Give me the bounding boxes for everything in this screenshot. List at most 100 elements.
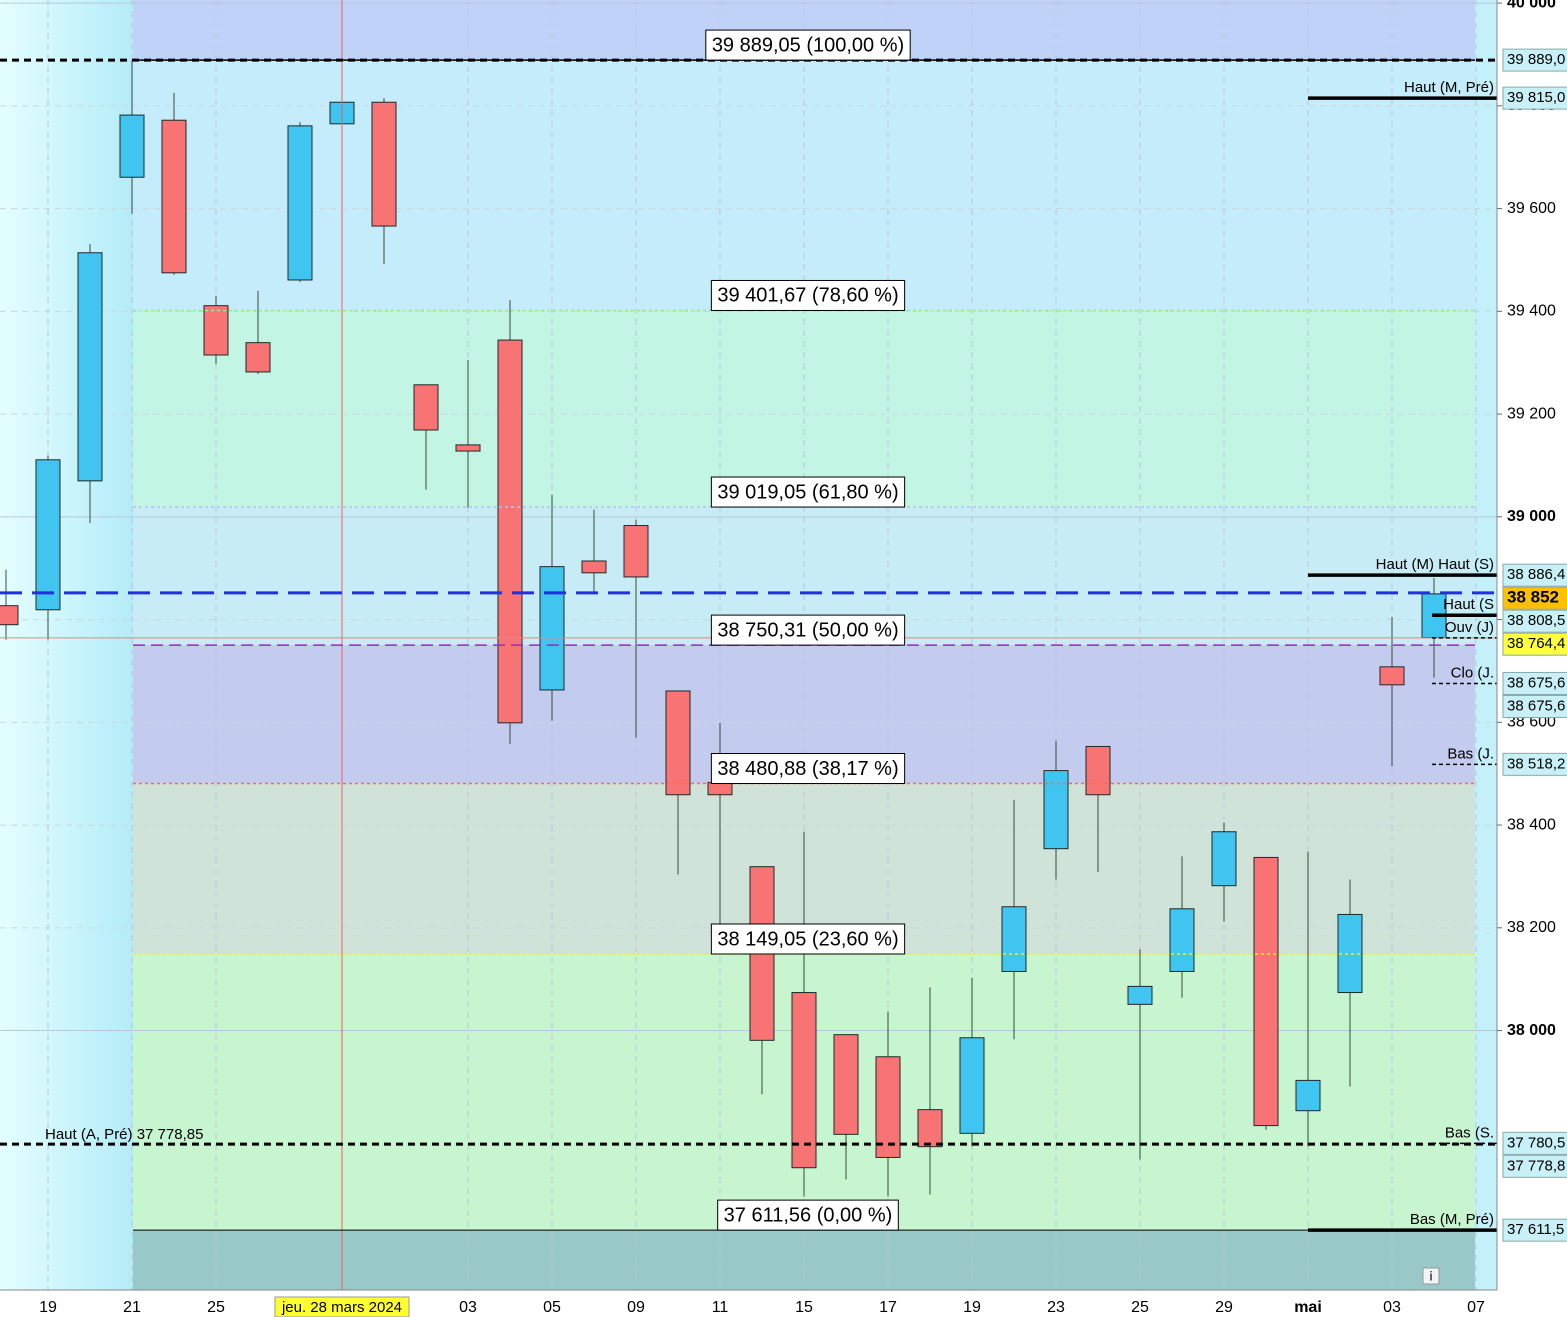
candle-body [959,1037,985,1134]
candle-body [1043,770,1069,850]
fib-label: 39 889,05 (100,00 %) [705,29,911,61]
fib-label-box [710,923,906,955]
fib-label-text: 38 480,88 (38,17 %) [717,758,898,780]
fib-label: 39 401,67 (78,60 %) [710,279,906,311]
fib-label: 38 480,88 (38,17 %) [710,753,906,785]
y-tick-label: 39 200 [1507,405,1556,422]
x-tick-label: mai [1294,1299,1322,1316]
y-tick-label: 39 400 [1507,303,1556,320]
candle-body [581,560,607,574]
candle-body [1001,906,1027,972]
x-tick-label: 05 [543,1299,561,1316]
price-tag-text: 37 780,5 [1507,1134,1565,1151]
y-tick-label: 38 000 [1507,1022,1556,1039]
candle-body [413,384,439,431]
x-tick-label: 09 [627,1299,645,1316]
x-tick-label: 23 [1047,1299,1065,1316]
ref-label: Haut (M) Haut (S) [1376,556,1494,573]
info-icon[interactable]: i [1422,1267,1440,1285]
x-tick-label: 15 [795,1299,813,1316]
price-tag-box [1502,563,1567,587]
price-tag-text: 38 518,2 [1507,755,1565,772]
candle-body [707,781,733,796]
candle-body [1169,908,1195,972]
fib-label-box [717,1199,899,1231]
price-tag-text: 38 675,6 [1507,674,1565,691]
ref-label: Bas (M, Pré) [1410,1211,1494,1228]
ref-label: Haut (M, Pré) [1404,79,1494,96]
right-zone [1475,0,1497,1290]
fib-label-text: 39 889,05 (100,00 %) [712,34,904,56]
candle-body [77,252,103,482]
price-tag-box [1502,632,1567,656]
ref-label: Bas (J. [1447,745,1494,762]
price-tag-text: 37 778,8 [1507,1157,1565,1174]
fib-label-text: 39 019,05 (61,80 %) [717,481,898,503]
candle-body [623,525,649,578]
candle-body [665,690,691,796]
candle-body [497,339,523,724]
ref-label: Haut (A, Pré) 37 778,85 [45,1126,203,1143]
ref-label: Clo (J. [1451,664,1494,681]
price-tag-text: 38 808,5 [1507,612,1565,629]
price-tag-box [1502,48,1567,72]
candle-body [1127,985,1153,1005]
candle-body [1211,831,1237,887]
candle-body [791,992,817,1169]
fib-label: 37 611,56 (0,00 %) [717,1199,899,1231]
candle-body [371,101,397,227]
candle-body [833,1034,859,1135]
price-tag-text: 39 815,0 [1507,89,1565,106]
candle-body [0,605,19,626]
x-tick-label: 25 [1131,1299,1149,1316]
ref-label: Bas (S. [1445,1124,1494,1141]
fib-label-text: 39 401,67 (78,60 %) [717,285,898,307]
y-tick-label: 38 400 [1507,816,1556,833]
fib-label: 38 149,05 (23,60 %) [710,923,906,955]
price-tag-text: 38 886,4 [1507,566,1565,583]
y-tick-label: 40 000 [1507,0,1556,11]
price-tag-box [1502,671,1567,695]
x-tick-label: 03 [459,1299,477,1316]
price-tag-box [1502,1154,1567,1178]
x-tick-label: 19 [39,1299,57,1316]
y-tick-label: 38 200 [1507,919,1556,936]
price-tag-box [1502,752,1567,776]
crosshair-label-bg [274,1296,410,1317]
fib-label: 39 019,05 (61,80 %) [710,476,906,508]
candle-body [161,119,187,274]
x-tick-label: 17 [879,1299,897,1316]
x-tick-label: jeu. 28 mars 2024 [281,1299,402,1316]
fib-label: 38 750,31 (50,00 %) [710,614,906,646]
fib-label-box [710,614,906,646]
x-tick-label: 07 [1467,1299,1485,1316]
fib-label-text: 38 149,05 (23,60 %) [717,928,898,950]
candle-body [287,125,313,281]
price-tag-text: 38 675,6 [1507,697,1565,714]
candle-body [203,305,229,356]
candle-body [455,444,481,452]
ref-label: Ouv (J) [1445,619,1494,636]
fib-label-text: 37 611,56 (0,00 %) [724,1204,893,1226]
zone-band [133,60,1475,311]
candle-body [119,114,145,178]
price-tag-box [1502,1131,1567,1155]
candle-body [35,459,61,611]
svg-text:i: i [1429,1268,1433,1283]
x-tick-label: 03 [1383,1299,1401,1316]
price-tag-text: 38 852 [1507,588,1559,607]
price-tag-box [1502,609,1567,633]
price-tag-box [1502,1218,1567,1242]
candle-body [539,566,565,691]
y-tick-label: 39 000 [1507,508,1556,525]
y-tick-label: 39 600 [1507,200,1556,217]
price-tag-box [1502,86,1567,110]
price-tag-box [1502,694,1567,718]
x-tick-label: 19 [963,1299,981,1316]
x-tick-label: 21 [123,1299,141,1316]
fib-label-text: 38 750,31 (50,00 %) [717,619,898,641]
price-tag-text: 38 764,4 [1507,635,1565,652]
candle-body [245,342,271,373]
